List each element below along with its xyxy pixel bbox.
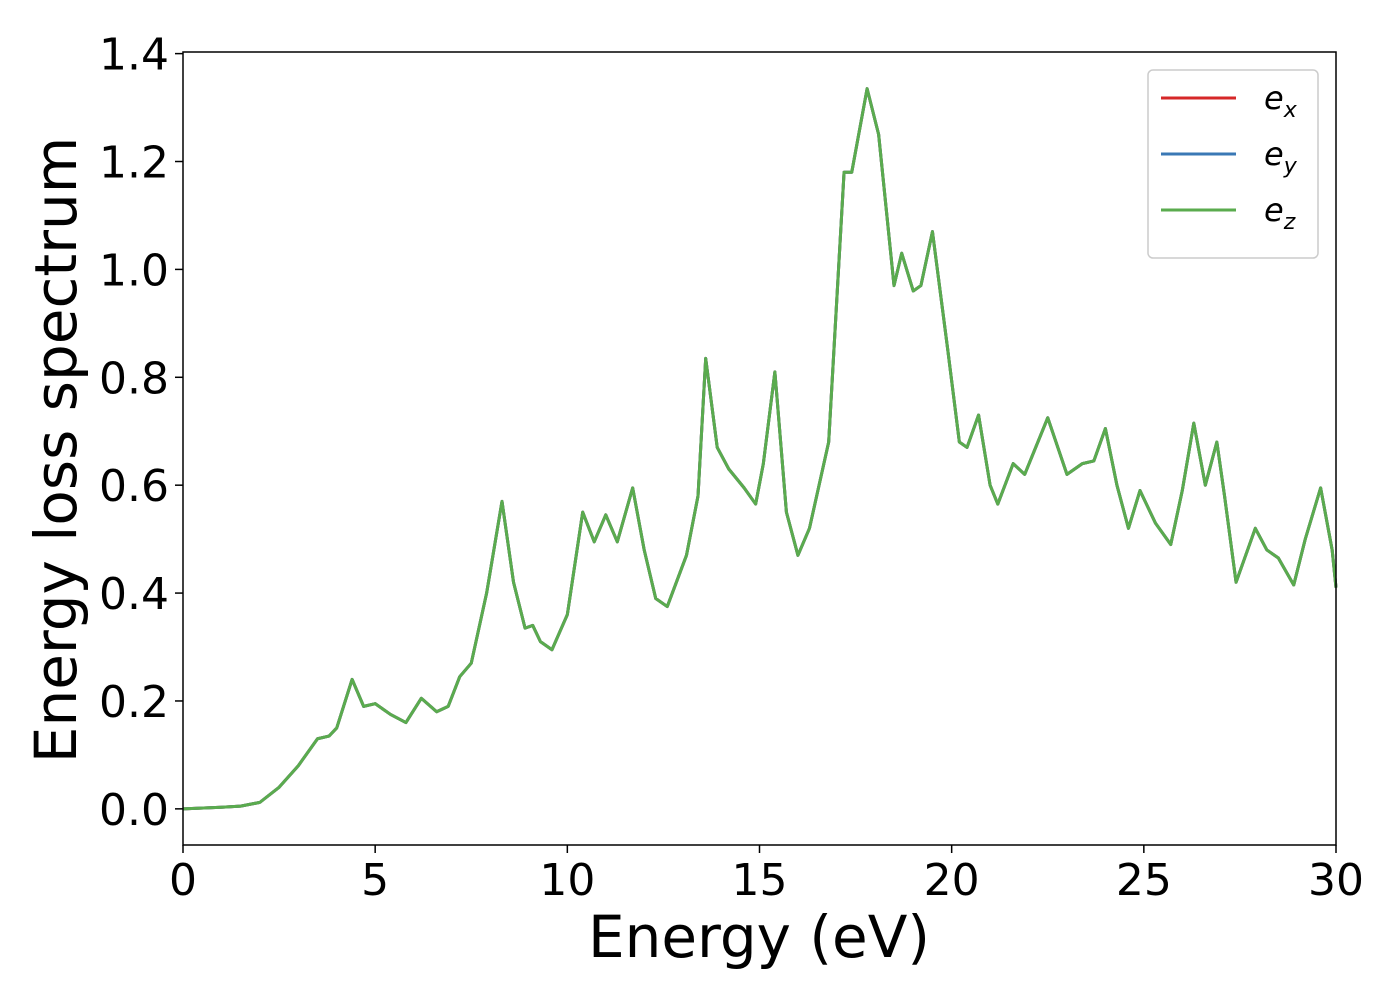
y-tick-label: 1.2 [99,138,169,189]
y-tick-label: 1.4 [99,30,169,81]
y-tick-label: 0.4 [99,569,169,620]
x-tick-label: 30 [1308,855,1364,906]
legend-label: ez [1264,191,1296,235]
plot-frame [182,51,1337,846]
x-tick-label: 0 [169,855,197,906]
y-tick-label: 0.6 [99,461,169,512]
y-axis-label: Energy loss spectrum [22,137,90,763]
x-tick-label: 5 [361,855,389,906]
legend-label: ey [1264,135,1298,179]
legend-label: ex [1264,79,1298,123]
y-tick-label: 0.2 [99,677,169,728]
x-tick-label: 15 [732,855,788,906]
x-axis-label: Energy (eV) [588,903,930,971]
y-tick-label: 0.8 [99,353,169,404]
x-tick-label: 10 [539,855,595,906]
x-tick-label: 20 [924,855,980,906]
y-tick-label: 1.0 [99,245,169,296]
y-tick-label: 0.0 [99,785,169,836]
x-tick-label: 25 [1116,855,1172,906]
line [182,87,1338,811]
